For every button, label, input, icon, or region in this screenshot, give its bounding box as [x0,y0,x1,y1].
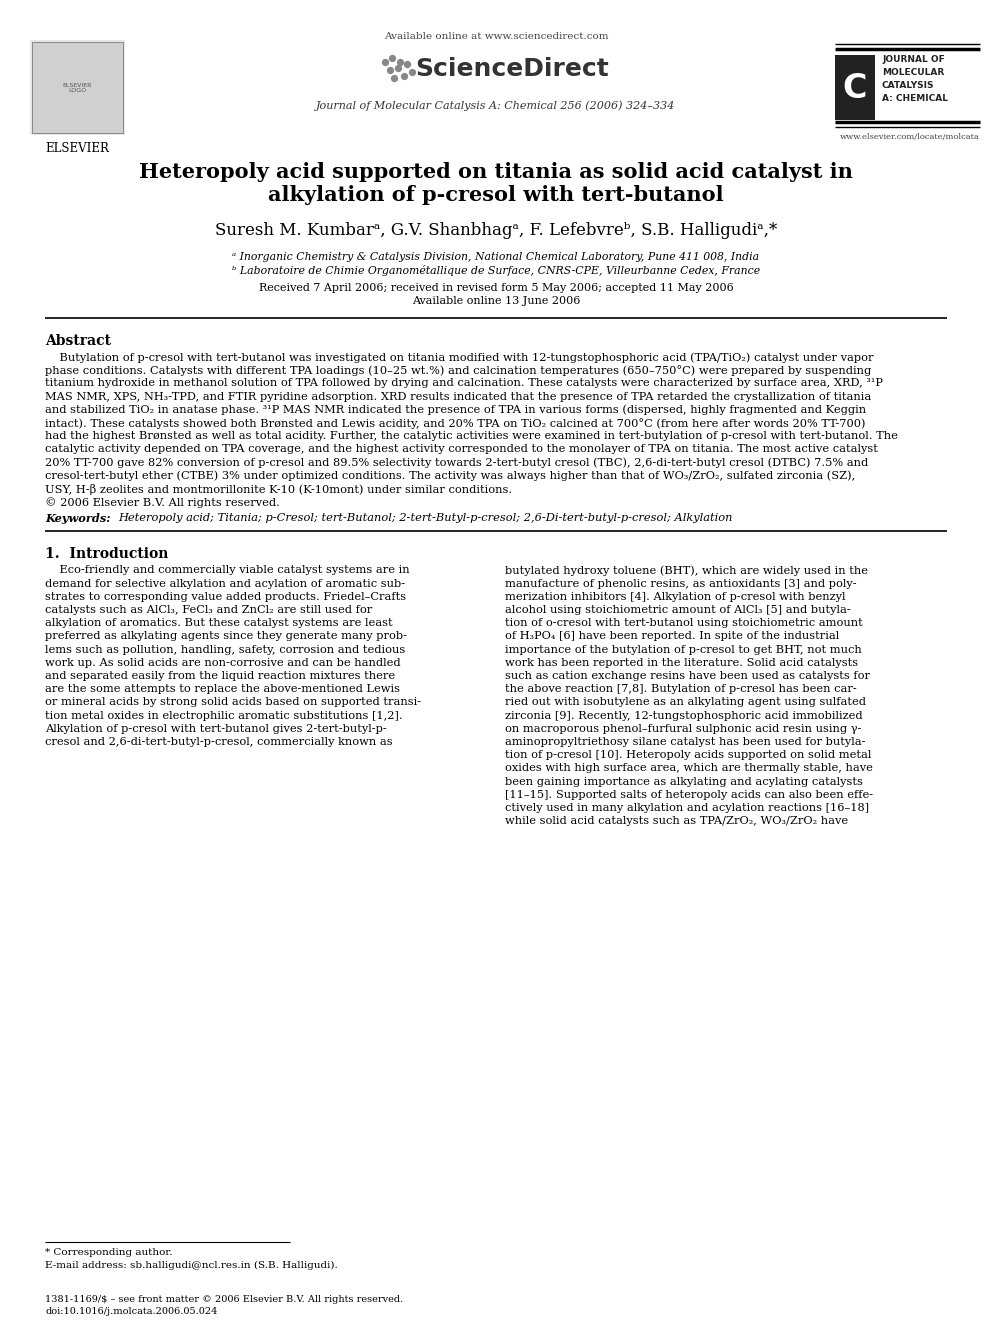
Text: tion of o-cresol with tert-butanol using stoichiometric amount: tion of o-cresol with tert-butanol using… [505,618,863,628]
Text: JOURNAL OF: JOURNAL OF [882,56,944,64]
Text: merization inhibitors [4]. Alkylation of p-cresol with benzyl: merization inhibitors [4]. Alkylation of… [505,591,845,602]
FancyBboxPatch shape [32,42,123,134]
Text: USY, H-β zeolites and montmorillonite K-10 (K-10mont) under similar conditions.: USY, H-β zeolites and montmorillonite K-… [45,484,512,495]
Text: alkylation of p-cresol with tert-butanol: alkylation of p-cresol with tert-butanol [268,185,724,205]
Text: intact). These catalysts showed both Brønsted and Lewis acidity, and 20% TPA on : intact). These catalysts showed both Brø… [45,418,865,429]
Text: Butylation of p-cresol with tert-butanol was investigated on titania modified wi: Butylation of p-cresol with tert-butanol… [45,352,874,363]
Text: while solid acid catalysts such as TPA/ZrO₂, WO₃/ZrO₂ have: while solid acid catalysts such as TPA/Z… [505,816,848,826]
Text: cresol and 2,6-di-tert-butyl-p-cresol, commercially known as: cresol and 2,6-di-tert-butyl-p-cresol, c… [45,737,393,747]
Text: Alkylation of p-cresol with tert-butanol gives 2-tert-butyl-p-: Alkylation of p-cresol with tert-butanol… [45,724,387,734]
Text: and separated easily from the liquid reaction mixtures there: and separated easily from the liquid rea… [45,671,395,681]
Text: ried out with isobutylene as an alkylating agent using sulfated: ried out with isobutylene as an alkylati… [505,697,866,708]
Text: A: CHEMICAL: A: CHEMICAL [882,94,948,103]
Text: work has been reported in the literature. Solid acid catalysts: work has been reported in the literature… [505,658,858,668]
Text: strates to corresponding value added products. Friedel–Crafts: strates to corresponding value added pro… [45,591,406,602]
Text: alkylation of aromatics. But these catalyst systems are least: alkylation of aromatics. But these catal… [45,618,393,628]
Text: such as cation exchange resins have been used as catalysts for: such as cation exchange resins have been… [505,671,870,681]
Text: catalytic activity depended on TPA coverage, and the highest activity correspond: catalytic activity depended on TPA cover… [45,445,878,454]
Text: or mineral acids by strong solid acids based on supported transi-: or mineral acids by strong solid acids b… [45,697,422,708]
Point [396,65,412,86]
FancyBboxPatch shape [835,56,875,120]
Point [386,67,402,89]
Point [390,57,406,78]
Text: oxides with high surface area, which are thermally stable, have: oxides with high surface area, which are… [505,763,873,774]
Text: tion of p-cresol [10]. Heteropoly acids supported on solid metal: tion of p-cresol [10]. Heteropoly acids … [505,750,871,761]
Text: Received 7 April 2006; received in revised form 5 May 2006; accepted 11 May 2006: Received 7 April 2006; received in revis… [259,283,733,292]
Text: tion metal oxides in electrophilic aromatic substitutions [1,2].: tion metal oxides in electrophilic aroma… [45,710,403,721]
Text: importance of the butylation of p-cresol to get BHT, not much: importance of the butylation of p-cresol… [505,644,862,655]
Text: manufacture of phenolic resins, as antioxidants [3] and poly-: manufacture of phenolic resins, as antio… [505,578,857,589]
Text: Suresh M. Kumbarᵃ, G.V. Shanbhagᵃ, F. Lefebvreᵇ, S.B. Halligudiᵃ,*: Suresh M. Kumbarᵃ, G.V. Shanbhagᵃ, F. Le… [215,222,777,239]
Text: 20% TT-700 gave 82% conversion of p-cresol and 89.5% selectivity towards 2-tert-: 20% TT-700 gave 82% conversion of p-cres… [45,458,868,468]
Text: MAS NMR, XPS, NH₃-TPD, and FTIR pyridine adsorption. XRD results indicated that : MAS NMR, XPS, NH₃-TPD, and FTIR pyridine… [45,392,871,402]
Text: Heteropoly acid supported on titania as solid acid catalyst in: Heteropoly acid supported on titania as … [139,161,853,183]
Point [377,52,393,73]
Text: * Corresponding author.: * Corresponding author. [45,1248,173,1257]
Text: aminopropyltriethosy silane catalyst has been used for butyla-: aminopropyltriethosy silane catalyst has… [505,737,865,747]
Text: C: C [843,71,867,105]
Point [382,60,398,81]
Point [392,52,408,73]
Text: ᵇ Laboratoire de Chimie Organométallique de Surface, CNRS-CPE, Villeurbanne Cede: ᵇ Laboratoire de Chimie Organométallique… [232,265,760,277]
Text: ᵃ Inorganic Chemistry & Catalysis Division, National Chemical Laboratory, Pune 4: ᵃ Inorganic Chemistry & Catalysis Divisi… [232,251,760,262]
Text: of H₃PO₄ [6] have been reported. In spite of the industrial: of H₃PO₄ [6] have been reported. In spit… [505,631,839,642]
Text: ELSEVIER: ELSEVIER [45,142,109,155]
Text: preferred as alkylating agents since they generate many prob-: preferred as alkylating agents since the… [45,631,407,642]
Text: ELSEVIER
LOGO: ELSEVIER LOGO [62,82,91,94]
Text: titanium hydroxide in methanol solution of TPA followed by drying and calcinatio: titanium hydroxide in methanol solution … [45,378,883,389]
Point [404,61,420,82]
Point [399,53,415,74]
Text: Abstract: Abstract [45,333,111,348]
Text: 1381-1169/$ – see front matter © 2006 Elsevier B.V. All rights reserved.: 1381-1169/$ – see front matter © 2006 El… [45,1295,404,1304]
Text: www.elsevier.com/locate/molcata: www.elsevier.com/locate/molcata [840,134,980,142]
Text: CATALYSIS: CATALYSIS [882,81,934,90]
Text: E-mail address: sb.halligudi@ncl.res.in (S.B. Halligudi).: E-mail address: sb.halligudi@ncl.res.in … [45,1261,337,1270]
Text: catalysts such as AlCl₃, FeCl₃ and ZnCl₂ are still used for: catalysts such as AlCl₃, FeCl₃ and ZnCl₂… [45,605,372,615]
Text: the above reaction [7,8]. Butylation of p-cresol has been car-: the above reaction [7,8]. Butylation of … [505,684,857,695]
Text: Eco-friendly and commercially viable catalyst systems are in: Eco-friendly and commercially viable cat… [45,565,410,576]
Text: been gaining importance as alkylating and acylating catalysts: been gaining importance as alkylating an… [505,777,863,787]
Text: had the highest Brønsted as well as total acidity. Further, the catalytic activi: had the highest Brønsted as well as tota… [45,431,898,441]
Text: Keywords:: Keywords: [45,513,118,524]
Point [384,48,400,69]
Text: on macroporous phenol–furfural sulphonic acid resin using γ-: on macroporous phenol–furfural sulphonic… [505,724,861,734]
Text: Available online 13 June 2006: Available online 13 June 2006 [412,296,580,306]
Text: alcohol using stoichiometric amount of AlCl₃ [5] and butyla-: alcohol using stoichiometric amount of A… [505,605,851,615]
Text: and stabilized TiO₂ in anatase phase. ³¹P MAS NMR indicated the presence of TPA : and stabilized TiO₂ in anatase phase. ³¹… [45,405,866,415]
FancyBboxPatch shape [30,40,125,135]
Text: lems such as pollution, handling, safety, corrosion and tedious: lems such as pollution, handling, safety… [45,644,406,655]
Text: zirconia [9]. Recently, 12-tungstophosphoric acid immobilized: zirconia [9]. Recently, 12-tungstophosph… [505,710,863,721]
Text: demand for selective alkylation and acylation of aromatic sub-: demand for selective alkylation and acyl… [45,578,405,589]
Text: cresol-tert-butyl ether (CTBE) 3% under optimized conditions. The activity was a: cresol-tert-butyl ether (CTBE) 3% under … [45,471,855,482]
Text: work up. As solid acids are non-corrosive and can be handled: work up. As solid acids are non-corrosiv… [45,658,401,668]
Text: Available online at www.sciencedirect.com: Available online at www.sciencedirect.co… [384,32,608,41]
Text: Journal of Molecular Catalysis A: Chemical 256 (2006) 324–334: Journal of Molecular Catalysis A: Chemic… [316,101,676,111]
Text: [11–15]. Supported salts of heteropoly acids can also been effe-: [11–15]. Supported salts of heteropoly a… [505,790,873,800]
Text: Heteropoly acid; Titania; p-Cresol; tert-Butanol; 2-tert-Butyl-p-cresol; 2,6-Di-: Heteropoly acid; Titania; p-Cresol; tert… [118,513,732,524]
Text: butylated hydroxy toluene (BHT), which are widely used in the: butylated hydroxy toluene (BHT), which a… [505,565,868,576]
Text: phase conditions. Catalysts with different TPA loadings (10–25 wt.%) and calcina: phase conditions. Catalysts with differe… [45,365,871,376]
Text: ctively used in many alkylation and acylation reactions [16–18]: ctively used in many alkylation and acyl… [505,803,869,814]
Text: MOLECULAR: MOLECULAR [882,67,944,77]
Text: © 2006 Elsevier B.V. All rights reserved.: © 2006 Elsevier B.V. All rights reserved… [45,497,280,508]
Text: ScienceDirect: ScienceDirect [415,57,609,81]
Text: 1.  Introduction: 1. Introduction [45,548,169,561]
Text: doi:10.1016/j.molcata.2006.05.024: doi:10.1016/j.molcata.2006.05.024 [45,1307,217,1316]
Text: are the some attempts to replace the above-mentioned Lewis: are the some attempts to replace the abo… [45,684,400,695]
